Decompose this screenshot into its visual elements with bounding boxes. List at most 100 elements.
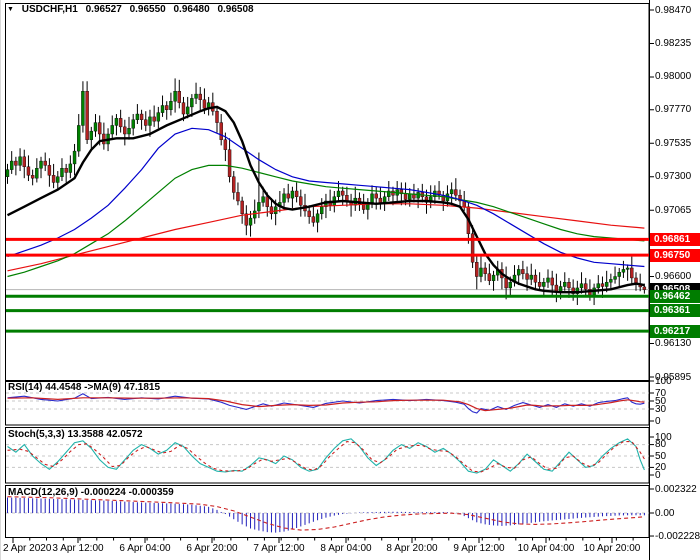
symbol-dropdown-icon[interactable]: ▼ bbox=[7, 6, 14, 13]
candle-bull bbox=[110, 125, 114, 135]
candle-bull bbox=[93, 122, 98, 132]
price-tick-label: 0.95895 bbox=[655, 371, 692, 383]
rsi-legend: RSI(14) 44.4548 ->MA(9) 47.1815 bbox=[8, 382, 161, 393]
ma-fast-black bbox=[6, 105, 645, 294]
stoch-tick-label: 50 bbox=[655, 450, 667, 462]
price-tick-label: 0.96600 bbox=[655, 271, 692, 283]
candle-bear bbox=[47, 165, 52, 176]
candle-bull bbox=[160, 105, 165, 113]
candle-bull bbox=[9, 160, 14, 170]
candle-bear bbox=[223, 139, 228, 150]
candle-bear bbox=[391, 190, 395, 196]
candle-bear bbox=[244, 213, 249, 226]
candle-bull bbox=[282, 193, 286, 203]
time-axis[interactable]: 2 Apr 2020 3 Apr 12:00 6 Apr 04:00 6 Apr 20… bbox=[1, 540, 649, 560]
candle-bear bbox=[399, 189, 404, 195]
candle-bear bbox=[181, 102, 186, 115]
candles-layer bbox=[5, 78, 647, 306]
candle-bear bbox=[198, 93, 202, 100]
time-tick-label: 8 Apr 04:00 bbox=[320, 543, 372, 554]
price-tick-label: 0.98235 bbox=[655, 37, 692, 49]
time-tick-label: 8 Apr 20:00 bbox=[386, 543, 438, 554]
candle-bull bbox=[18, 156, 22, 166]
candle-bull bbox=[621, 269, 626, 273]
candle-bear bbox=[232, 176, 236, 193]
stochastic-panel[interactable] bbox=[6, 438, 649, 474]
rsi-line bbox=[7, 393, 645, 414]
candle-bear bbox=[294, 190, 299, 197]
candle-bear bbox=[630, 267, 634, 279]
candle-bull bbox=[491, 274, 496, 281]
candle-bear bbox=[567, 282, 571, 289]
price-tick-label: 0.97300 bbox=[655, 171, 692, 183]
candle-bear bbox=[64, 168, 68, 173]
candle-bear bbox=[118, 118, 123, 128]
candle-bear bbox=[600, 283, 605, 287]
candle-bull bbox=[72, 150, 77, 165]
stoch-tick-label: 20 bbox=[655, 461, 667, 473]
price-tick-label: 0.98470 bbox=[655, 4, 692, 16]
candle-bull bbox=[320, 206, 324, 215]
candle-bull bbox=[173, 91, 177, 102]
candle-bear bbox=[504, 277, 508, 289]
stoch-tick-label: 100 bbox=[655, 431, 672, 443]
symbol-legend: ▼ USDCHF,H1 0.96527 0.96550 0.96480 0.96… bbox=[7, 4, 259, 15]
rsi-tick-label: 100 bbox=[655, 375, 672, 387]
candle-bull bbox=[613, 276, 617, 280]
time-tick-label: 6 Apr 20:00 bbox=[186, 543, 238, 554]
candle-bear bbox=[286, 193, 290, 199]
candle-bull bbox=[35, 168, 39, 179]
candle-bull bbox=[604, 282, 609, 287]
candle-bear bbox=[487, 273, 492, 281]
candle-bull bbox=[273, 206, 278, 215]
candle-bear bbox=[357, 197, 362, 205]
macd-panel[interactable] bbox=[6, 496, 649, 533]
candle-bull bbox=[529, 274, 533, 280]
ohlc-low: 0.96480 bbox=[173, 4, 210, 15]
candle-bear bbox=[424, 196, 429, 203]
candle-bull bbox=[253, 210, 257, 219]
ohlc-open: 0.96527 bbox=[85, 4, 122, 15]
candle-bull bbox=[609, 279, 613, 283]
candle-bear bbox=[123, 126, 127, 135]
price-tick-label: 0.97535 bbox=[655, 137, 692, 149]
candle-bull bbox=[81, 91, 85, 126]
candle-bull bbox=[408, 193, 412, 200]
candle-bull bbox=[68, 163, 73, 173]
support-badge-1: 0.96462 bbox=[650, 289, 700, 303]
candle-bear bbox=[483, 267, 487, 274]
candle-bull bbox=[336, 190, 341, 197]
time-tick-label: 10 Apr 20:00 bbox=[583, 543, 641, 554]
candle-bear bbox=[437, 190, 441, 196]
stoch-legend: Stoch(5,3,3) 13.3588 42.0572 bbox=[8, 429, 143, 440]
rsi-panel[interactable] bbox=[6, 392, 649, 414]
candle-bull bbox=[575, 287, 580, 294]
candle-bull bbox=[169, 101, 173, 110]
time-tick-label: 3 Apr 12:00 bbox=[52, 543, 104, 554]
candle-bear bbox=[227, 149, 232, 177]
price-axis[interactable]: 0.98470 0.98235 0.98000 0.97770 0.97535 0.973… bbox=[650, 0, 700, 560]
price-tick-label: 0.97065 bbox=[655, 204, 692, 216]
candle-bull bbox=[257, 202, 261, 212]
main-price-panel[interactable] bbox=[5, 78, 649, 333]
price-tick-label: 0.96130 bbox=[655, 338, 692, 349]
candle-bull bbox=[114, 118, 119, 126]
panel-border-0 bbox=[5, 3, 650, 381]
candle-bull bbox=[156, 112, 161, 122]
resistance-badge-1: 0.96861 bbox=[650, 232, 700, 246]
time-tick-label: 7 Apr 12:00 bbox=[253, 543, 305, 554]
candle-bear bbox=[341, 190, 345, 196]
candle-bear bbox=[642, 286, 647, 290]
candle-bull bbox=[194, 93, 198, 99]
candle-bear bbox=[458, 195, 462, 202]
candle-bear bbox=[537, 282, 542, 287]
candle-bear bbox=[22, 156, 26, 167]
time-tick-label: 10 Apr 04:00 bbox=[517, 543, 575, 554]
time-tick-label: 2 Apr 2020 bbox=[3, 543, 52, 554]
price-tick-label: 0.97770 bbox=[655, 104, 692, 116]
candle-bull bbox=[449, 189, 454, 195]
candle-bull bbox=[563, 282, 567, 287]
ma-slow-red bbox=[7, 203, 645, 272]
stoch-d-line bbox=[7, 441, 645, 473]
